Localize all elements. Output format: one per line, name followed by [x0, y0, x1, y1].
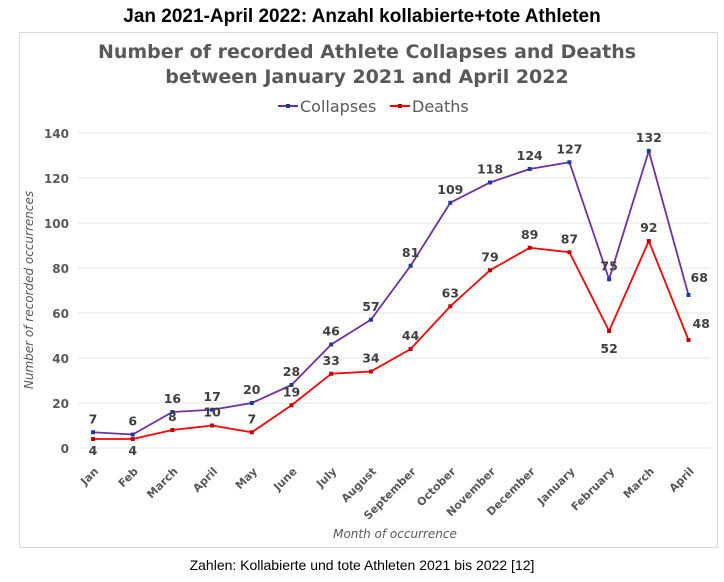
- data-label-deaths: 92: [640, 220, 657, 235]
- data-point-collapses: [646, 149, 651, 153]
- data-label-deaths: 89: [521, 227, 538, 242]
- data-point-deaths: [130, 437, 135, 441]
- x-tick-label: Jan: [78, 465, 102, 489]
- data-label-collapses: 46: [322, 324, 340, 339]
- data-point-deaths: [210, 423, 215, 428]
- legend-label-deaths: Deaths: [412, 97, 469, 116]
- y-tick-label: 100: [44, 217, 69, 231]
- data-label-deaths: 4: [128, 443, 137, 458]
- x-tick-label: July: [313, 465, 339, 491]
- figure-caption: Zahlen: Kollabierte und tote Athleten 20…: [189, 557, 535, 573]
- data-label-deaths: 4: [89, 443, 98, 458]
- x-tick-label: May: [233, 465, 260, 492]
- data-label-deaths: 48: [693, 316, 710, 331]
- legend-marker: [398, 104, 402, 108]
- data-label-collapses: 124: [517, 148, 543, 163]
- data-point-deaths: [488, 268, 492, 273]
- data-point-deaths: [170, 428, 175, 432]
- data-label-deaths: 34: [362, 351, 380, 366]
- data-label-collapses: 28: [283, 364, 300, 379]
- data-label-deaths: 33: [322, 353, 339, 368]
- series-line-collapses: [92, 147, 690, 436]
- y-tick-label: 20: [52, 397, 69, 411]
- data-point-collapses: [607, 277, 612, 282]
- legend-label-collapses: Collapses: [300, 97, 376, 116]
- data-point-collapses: [329, 342, 334, 347]
- x-tick-label: March: [144, 465, 180, 501]
- data-label-collapses: 81: [402, 245, 419, 260]
- data-label-deaths: 79: [481, 249, 498, 264]
- data-point-deaths: [329, 371, 334, 376]
- data-point-deaths: [91, 437, 95, 441]
- data-point-collapses: [210, 407, 215, 412]
- data-point-deaths: [408, 347, 413, 351]
- data-label-collapses: 109: [437, 182, 463, 197]
- data-point-collapses: [488, 180, 492, 185]
- data-point-collapses: [408, 263, 413, 268]
- data-label-deaths: 87: [561, 231, 578, 246]
- data-point-deaths: [646, 239, 651, 243]
- x-tick-label: Feb: [116, 465, 141, 490]
- x-tick-label: August: [339, 465, 379, 505]
- data-label-collapses: 6: [128, 414, 137, 429]
- data-point-collapses: [289, 383, 294, 387]
- x-axis-label: Month of occurrence: [333, 527, 457, 541]
- legend: Collapses Deaths: [278, 97, 469, 116]
- data-point-deaths: [567, 250, 572, 255]
- x-tick-label: June: [270, 465, 299, 494]
- data-point-collapses: [567, 160, 572, 165]
- data-label-collapses: 68: [691, 270, 708, 285]
- data-label-deaths: 44: [402, 328, 420, 343]
- chart-title-line2: between January 2021 and April 2022: [165, 66, 568, 88]
- data-point-collapses: [130, 432, 135, 437]
- data-point-collapses: [448, 200, 453, 205]
- data-point-collapses: [249, 401, 254, 405]
- data-point-deaths: [607, 329, 612, 333]
- data-label-deaths: 52: [600, 341, 617, 356]
- data-label-collapses: 132: [636, 130, 662, 145]
- data-point-deaths: [686, 338, 691, 342]
- data-label-deaths: 63: [442, 285, 459, 300]
- legend-marker: [286, 104, 290, 108]
- data-point-deaths: [289, 403, 294, 408]
- data-point-collapses: [686, 293, 691, 297]
- x-tick-label: February: [569, 465, 618, 514]
- data-label-deaths: 8: [168, 409, 177, 424]
- y-tick-label: 140: [44, 127, 69, 141]
- data-point-deaths: [448, 304, 453, 309]
- series-line-deaths: [93, 238, 690, 440]
- data-label-deaths: 19: [283, 384, 300, 399]
- data-point-deaths: [249, 430, 254, 435]
- data-label-collapses: 16: [164, 391, 182, 406]
- data-point-deaths: [368, 369, 373, 374]
- y-tick-label: 60: [52, 307, 69, 321]
- data-point-collapses: [527, 167, 532, 171]
- page-heading: Jan 2021-April 2022: Anzahl kollabierte+…: [123, 6, 601, 27]
- y-tick-label: 0: [61, 442, 69, 456]
- data-point-deaths: [527, 245, 532, 250]
- data-label-collapses: 127: [556, 141, 582, 156]
- x-tick-label: April: [190, 465, 220, 495]
- data-label-collapses: 57: [362, 299, 379, 314]
- x-tick-label: March: [621, 465, 657, 501]
- chart-frame: [19, 32, 718, 548]
- y-tick-label: 80: [52, 262, 69, 276]
- chart-title-line1: Number of recorded Athlete Collapses and…: [98, 41, 636, 63]
- data-label-collapses: 20: [243, 382, 261, 397]
- x-tick-label: April: [667, 465, 697, 495]
- y-tick-label: 40: [52, 352, 69, 366]
- data-point-collapses: [368, 317, 373, 322]
- y-axis-label: Number of recorded occurrences: [22, 191, 36, 389]
- data-point-collapses: [91, 430, 95, 435]
- data-point-collapses: [170, 410, 175, 414]
- data-label-collapses: 7: [89, 411, 98, 426]
- data-label-collapses: 118: [477, 162, 503, 177]
- y-tick-label: 120: [44, 172, 69, 186]
- data-label-deaths: 7: [247, 411, 256, 426]
- data-label-deaths: 10: [203, 405, 221, 420]
- data-label-collapses: 17: [203, 389, 220, 404]
- data-label-collapses: 75: [600, 258, 617, 273]
